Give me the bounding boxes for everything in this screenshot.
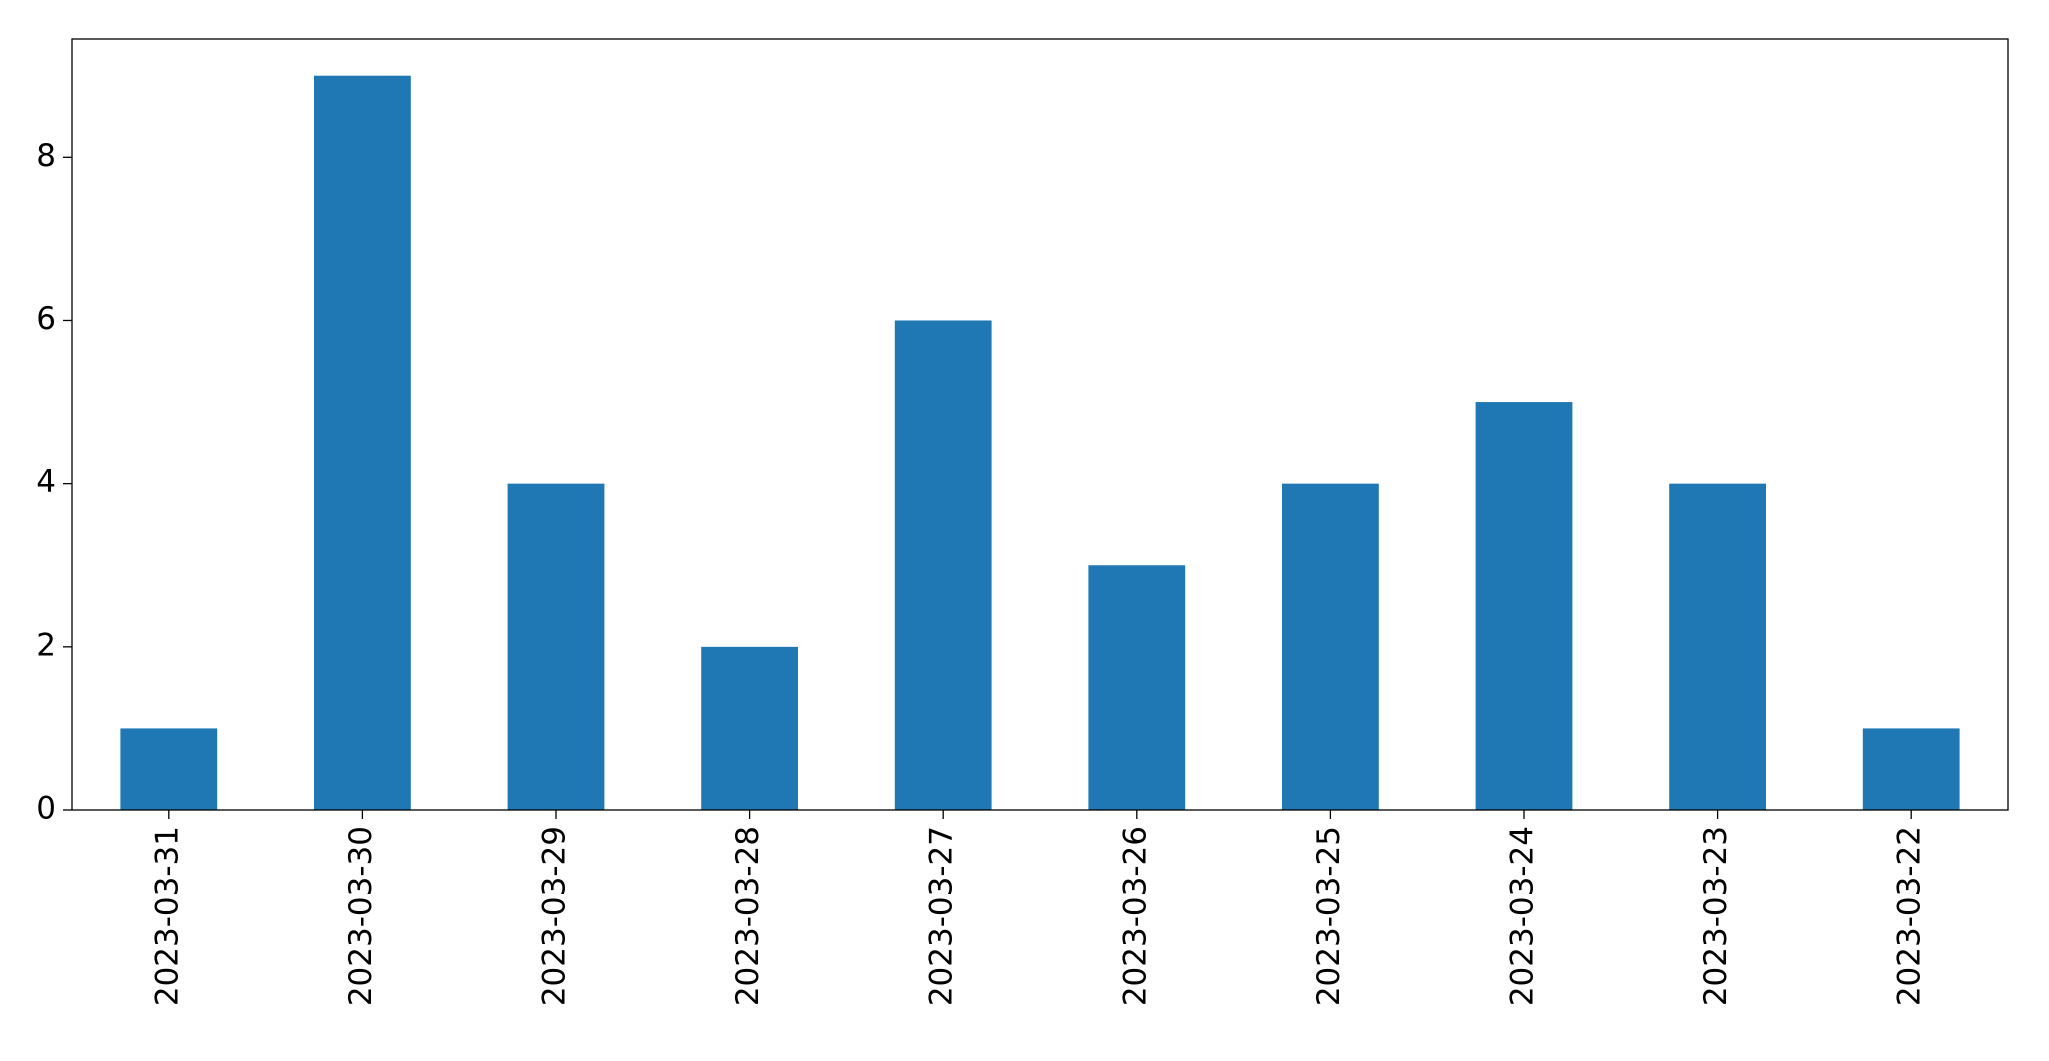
y-tick-label: 4 — [36, 464, 56, 500]
x-tick-label: 2023-03-28 — [730, 826, 766, 1006]
bar — [1862, 728, 1960, 810]
x-tick-label: 2023-03-31 — [149, 826, 185, 1006]
bar — [314, 75, 411, 810]
bar — [1088, 565, 1186, 810]
plot-frame — [71, 38, 2009, 811]
bar — [1282, 483, 1379, 810]
x-tick-label: 2023-03-26 — [1117, 826, 1153, 1006]
bar — [1475, 402, 1573, 810]
bar — [701, 646, 798, 810]
x-tick-label: 2023-03-25 — [1311, 826, 1347, 1006]
y-tick-label: 6 — [36, 301, 56, 337]
x-tick-label: 2023-03-27 — [924, 826, 960, 1006]
x-tick-label: 2023-03-29 — [537, 826, 573, 1006]
bar — [507, 483, 605, 810]
y-tick-label: 2 — [36, 627, 56, 663]
bar — [894, 320, 992, 810]
bar — [120, 728, 218, 810]
x-tick-label: 2023-03-22 — [1892, 826, 1928, 1006]
bar — [1669, 483, 1766, 810]
y-tick-label: 0 — [36, 791, 56, 827]
x-tick-label: 2023-03-24 — [1505, 826, 1541, 1006]
x-tick-label: 2023-03-30 — [343, 826, 379, 1006]
x-tick-label: 2023-03-23 — [1698, 826, 1734, 1006]
y-tick-label: 8 — [36, 138, 56, 174]
